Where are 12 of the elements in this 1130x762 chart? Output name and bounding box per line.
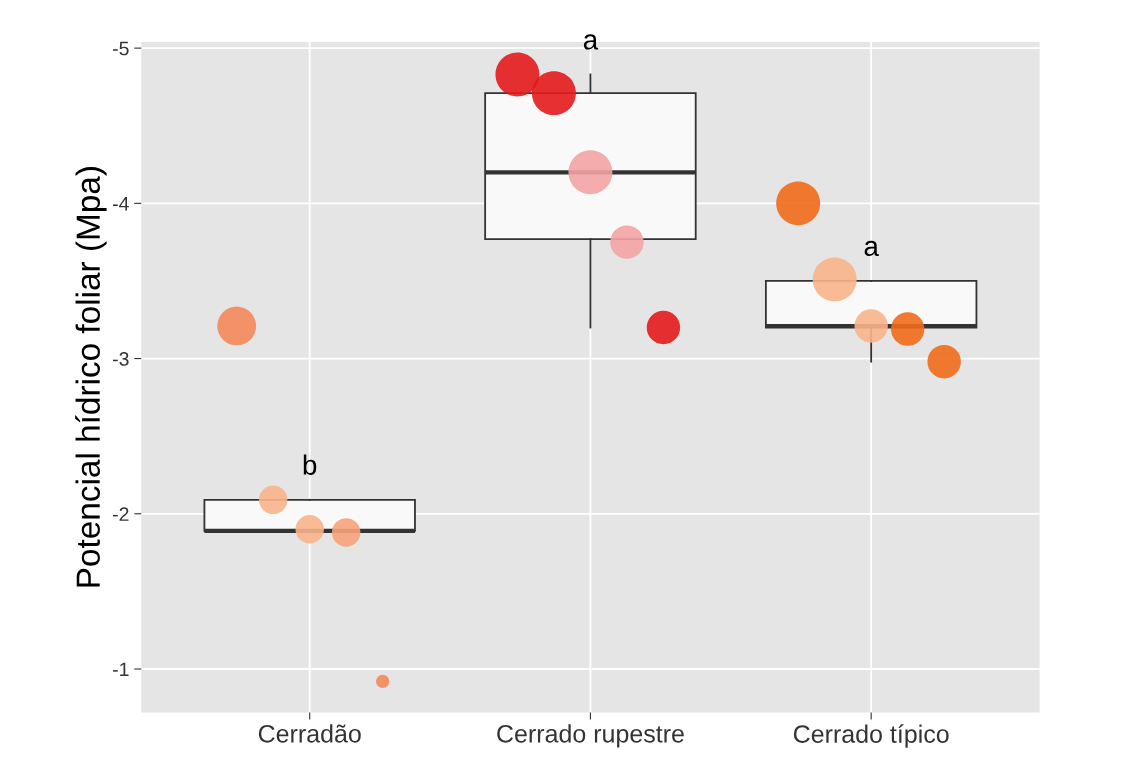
x-tick-label: Cerrado típico xyxy=(793,724,949,748)
y-tick-label: -4 xyxy=(113,197,129,211)
annotation: b xyxy=(303,454,317,475)
y-tick-label: -2 xyxy=(113,507,129,521)
y-tick-label: -3 xyxy=(113,352,129,366)
y-tick-label: -1 xyxy=(113,662,129,677)
annotation: a xyxy=(583,34,599,50)
x-tick-label: Cerradão xyxy=(258,724,361,743)
y-tick-label: -5 xyxy=(113,41,129,56)
annotation: a xyxy=(864,240,879,257)
y-axis-title: Potencial hídrico foliar (Mpa) xyxy=(75,167,107,587)
x-tick-label: Cerrado rupestre xyxy=(497,724,684,748)
